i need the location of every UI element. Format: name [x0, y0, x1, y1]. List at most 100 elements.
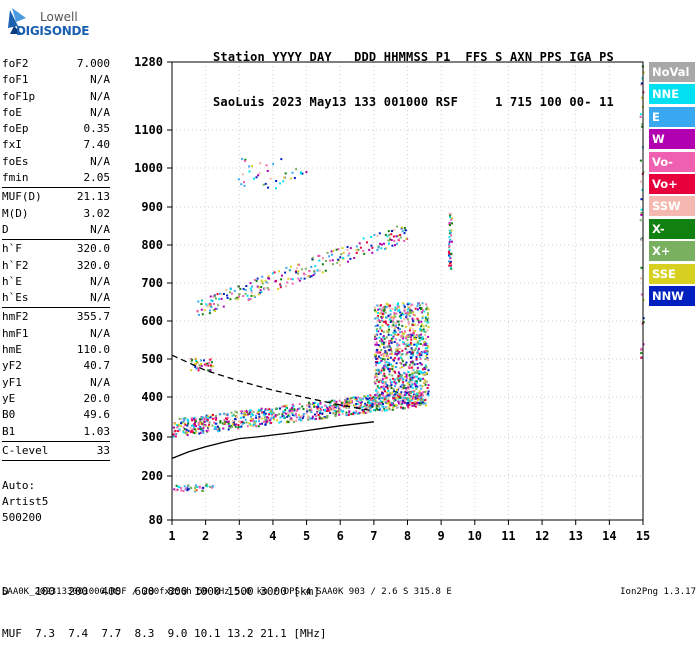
echo-point — [385, 330, 388, 333]
echo-point — [198, 418, 201, 421]
echo-point — [243, 181, 245, 184]
echo-point — [379, 402, 382, 404]
echo-point — [389, 304, 392, 307]
echo-point — [370, 244, 373, 247]
echo-point — [380, 312, 383, 315]
param-name: fxI — [2, 138, 22, 152]
echo-point — [427, 394, 430, 397]
echo-point — [315, 415, 318, 418]
echo-point — [208, 312, 211, 315]
echo-point — [376, 360, 379, 363]
echo-point — [405, 336, 408, 338]
echo-point — [264, 423, 267, 426]
echo-point — [449, 216, 452, 219]
echo-point — [223, 412, 225, 415]
echo-point — [376, 324, 379, 327]
echo-point — [381, 314, 384, 316]
param-value: N/A — [90, 105, 110, 119]
echo-point — [422, 402, 425, 405]
echo-point — [415, 388, 418, 390]
echo-point — [408, 383, 411, 386]
echo-point — [190, 424, 193, 427]
echo-point — [263, 411, 265, 414]
echo-point — [389, 339, 392, 342]
logo-line1: Lowell — [40, 10, 78, 24]
echo-point — [289, 269, 292, 272]
echo-point — [276, 414, 279, 417]
echo-point — [375, 363, 378, 366]
param-separator — [2, 440, 110, 442]
echo-point — [380, 396, 383, 399]
echo-point — [307, 419, 310, 421]
echo-point — [399, 328, 401, 330]
echo-point — [396, 405, 399, 408]
echo-point — [366, 241, 368, 244]
echo-point — [404, 399, 406, 402]
echo-point — [243, 412, 246, 415]
echo-point — [337, 248, 340, 251]
param-value: N/A — [90, 222, 110, 236]
echo-point — [319, 410, 322, 413]
echo-point — [420, 396, 423, 399]
polarization-legend: NoVal NNE E W Vo- Vo+ SSW X- X+ SSE NNW — [649, 62, 695, 308]
echo-point — [397, 234, 400, 237]
echo-point — [380, 329, 383, 332]
echo-point — [416, 394, 419, 397]
echo-point — [412, 364, 415, 367]
echo-point — [403, 227, 406, 229]
echo-point — [415, 380, 418, 383]
muf-distance-table: D 100 200 400 600 800 1000 1500 3000 [km… — [2, 557, 327, 655]
echo-point — [200, 427, 203, 430]
echo-point — [242, 416, 245, 419]
echo-point — [213, 428, 216, 430]
echo-point — [381, 401, 384, 404]
echo-point — [390, 325, 393, 328]
echo-point — [311, 257, 314, 260]
echo-point — [317, 403, 319, 406]
echo-point — [424, 373, 427, 376]
echo-point — [224, 420, 227, 423]
echo-point — [411, 376, 414, 379]
echo-point — [286, 415, 289, 418]
echo-point — [424, 383, 427, 386]
echo-point — [347, 406, 350, 409]
echo-point — [260, 286, 263, 288]
echo-point — [409, 355, 412, 358]
echo-point — [329, 412, 332, 414]
echo-point — [193, 432, 196, 434]
echo-point — [414, 314, 416, 317]
echo-point — [642, 317, 645, 320]
echo-point — [422, 398, 425, 401]
echo-point — [357, 400, 360, 403]
echo-point — [253, 177, 255, 180]
echo-point — [197, 427, 200, 430]
echo-point — [216, 293, 219, 296]
echo-point — [403, 232, 406, 235]
echo-point — [248, 422, 251, 425]
echo-point — [258, 418, 261, 421]
echo-point — [255, 279, 258, 282]
echo-point — [229, 298, 232, 301]
echo-point — [390, 341, 393, 344]
echo-point — [412, 313, 415, 316]
echo-point — [421, 317, 424, 320]
echo-point — [259, 289, 262, 292]
echo-point — [387, 315, 390, 318]
echo-point — [390, 363, 393, 366]
echo-point — [397, 352, 400, 355]
echo-point — [389, 315, 392, 318]
echo-point — [332, 263, 334, 266]
echo-point — [209, 358, 212, 361]
echo-point — [375, 333, 378, 336]
echo-point — [193, 428, 196, 431]
echo-point — [283, 176, 286, 179]
param-row: B1 1.03 — [2, 424, 110, 440]
echo-point — [415, 356, 418, 359]
echo-point — [242, 295, 245, 297]
echo-point — [394, 315, 397, 318]
echo-point — [427, 384, 430, 387]
echo-point — [336, 261, 339, 264]
echo-point — [390, 350, 393, 353]
echo-point — [211, 424, 214, 427]
echo-point — [405, 337, 407, 340]
